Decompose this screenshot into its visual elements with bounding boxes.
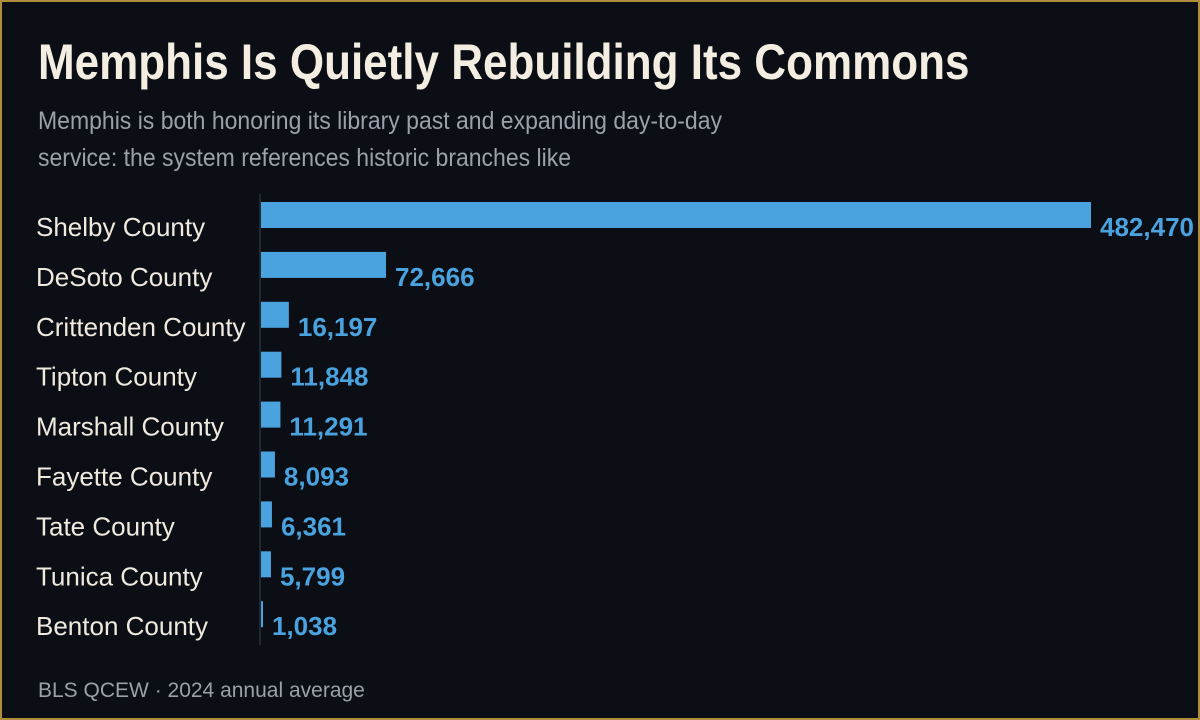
value-label: 6,361 <box>281 511 346 541</box>
category-label: Shelby County <box>36 212 205 242</box>
bar-row: Tunica County 5,799 <box>36 551 345 591</box>
value-label: 16,197 <box>298 312 378 342</box>
category-label: Benton County <box>36 611 208 641</box>
bar-row: DeSoto County 72,666 <box>36 251 475 292</box>
chart-title: Memphis Is Quietly Rebuilding Its Common… <box>38 34 970 90</box>
bar-row: Tate County 6,361 <box>36 501 346 541</box>
chart-subtitle: Memphis is both honoring its library pas… <box>38 107 723 172</box>
value-label: 482,470 <box>1100 212 1194 242</box>
source-note: BLS QCEW · 2024 annual average <box>38 679 365 702</box>
bar-row: Crittenden County 16,197 <box>36 301 378 342</box>
bar <box>261 351 282 378</box>
bar <box>261 251 387 278</box>
value-label: 11,291 <box>289 412 367 442</box>
category-label: Crittenden County <box>36 312 246 342</box>
value-label: 8,093 <box>284 462 349 492</box>
category-label: Tipton County <box>36 362 197 392</box>
value-label: 11,848 <box>290 362 368 392</box>
bar <box>261 202 1091 228</box>
bar <box>261 601 263 628</box>
bars: Shelby County 482,470 DeSoto County 72,666 C… <box>36 202 1194 641</box>
bar-row: Fayette County 8,093 <box>36 451 349 492</box>
bar <box>261 401 281 428</box>
bar-row: Shelby County 482,470 <box>36 202 1194 242</box>
bar-row: Benton County 1,038 <box>36 601 337 641</box>
bar <box>261 301 289 328</box>
category-label: Tunica County <box>36 561 203 591</box>
bar-row: Tipton County 11,848 <box>36 351 368 392</box>
category-label: Tate County <box>36 511 175 541</box>
value-label: 1,038 <box>272 611 337 641</box>
category-label: DeSoto County <box>36 262 212 292</box>
category-label: Marshall County <box>36 412 224 442</box>
category-label: Fayette County <box>36 462 212 492</box>
bar-row: Marshall County 11,291 <box>36 401 368 442</box>
value-label: 5,799 <box>280 561 345 591</box>
value-label: 72,666 <box>395 262 475 292</box>
bar <box>261 451 275 478</box>
bar <box>261 551 271 578</box>
bar <box>261 501 272 528</box>
